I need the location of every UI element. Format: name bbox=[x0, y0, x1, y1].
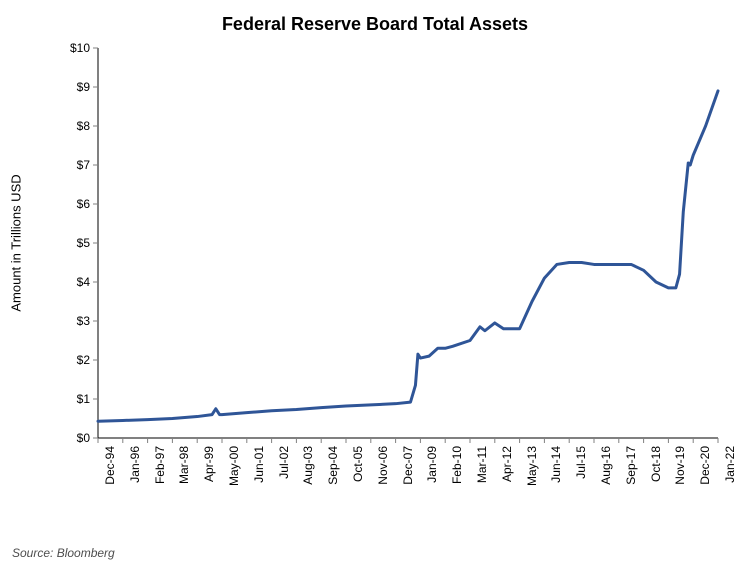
y-tick-label: $3 bbox=[60, 314, 90, 328]
x-tick-label: Feb-97 bbox=[153, 446, 167, 484]
x-tick-label: Mar-98 bbox=[177, 446, 191, 484]
x-tick-label: Jun-01 bbox=[252, 446, 266, 483]
x-tick-label: Mar-11 bbox=[475, 446, 489, 483]
x-tick-label: Jul-15 bbox=[574, 446, 588, 479]
chart-svg bbox=[98, 48, 718, 438]
y-tick-label: $10 bbox=[60, 41, 90, 55]
chart-title: Federal Reserve Board Total Assets bbox=[0, 0, 750, 35]
source-text: Source: Bloomberg bbox=[12, 546, 115, 560]
x-tick-label: Nov-06 bbox=[376, 446, 390, 485]
x-tick-label: May-00 bbox=[227, 446, 241, 486]
y-tick-label: $6 bbox=[60, 197, 90, 211]
x-tick-label: Apr-99 bbox=[202, 446, 216, 482]
y-tick-label: $1 bbox=[60, 392, 90, 406]
x-tick-label: Sep-04 bbox=[326, 446, 340, 485]
y-tick-label: $0 bbox=[60, 431, 90, 445]
x-tick-label: Sep-17 bbox=[624, 446, 638, 485]
y-tick-label: $9 bbox=[60, 80, 90, 94]
y-tick-label: $7 bbox=[60, 158, 90, 172]
x-tick-label: Oct-05 bbox=[351, 446, 365, 482]
x-tick-label: Aug-16 bbox=[599, 446, 613, 485]
y-tick-label: $8 bbox=[60, 119, 90, 133]
y-tick-label: $2 bbox=[60, 353, 90, 367]
y-axis-label: Amount in Trillions USD bbox=[9, 174, 24, 311]
x-tick-label: Dec-07 bbox=[401, 446, 415, 485]
x-tick-label: Jan-09 bbox=[425, 446, 439, 483]
x-tick-label: Jul-02 bbox=[277, 446, 291, 479]
y-tick-label: $4 bbox=[60, 275, 90, 289]
y-tick-label: $5 bbox=[60, 236, 90, 250]
x-tick-label: Dec-94 bbox=[103, 446, 117, 485]
x-tick-label: Jan-96 bbox=[128, 446, 142, 483]
x-tick-label: May-13 bbox=[525, 446, 539, 486]
x-tick-label: Jan-22 bbox=[723, 446, 737, 483]
x-tick-label: Dec-20 bbox=[698, 446, 712, 485]
x-tick-label: Aug-03 bbox=[301, 446, 315, 485]
chart-area bbox=[98, 48, 718, 438]
x-tick-label: Oct-18 bbox=[649, 446, 663, 482]
x-tick-label: Feb-10 bbox=[450, 446, 464, 484]
x-tick-label: Nov-19 bbox=[673, 446, 687, 485]
x-tick-label: Apr-12 bbox=[500, 446, 514, 482]
x-tick-label: Jun-14 bbox=[549, 446, 563, 483]
